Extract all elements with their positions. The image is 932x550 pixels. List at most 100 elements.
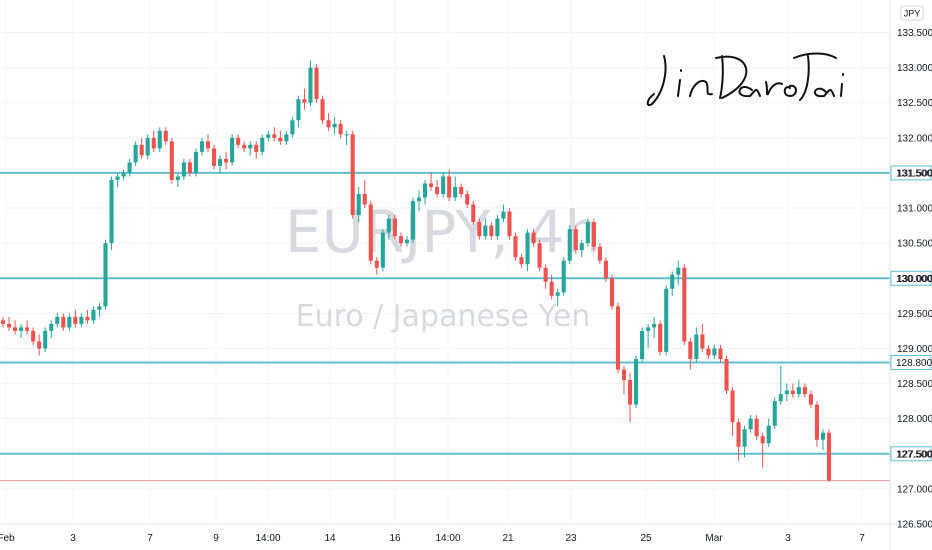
candle-body: [543, 267, 548, 282]
candle-body: [609, 278, 614, 307]
candle-body: [242, 144, 247, 149]
candle-body: [603, 260, 608, 279]
candle-body: [712, 348, 717, 356]
candle: [151, 130, 156, 152]
candle-body: [91, 309, 96, 321]
candle: [362, 179, 367, 209]
candle: [284, 130, 289, 145]
candle-body: [344, 134, 349, 136]
candle: [742, 425, 747, 458]
candle-body: [537, 243, 542, 268]
x-tick-label: 23: [565, 533, 577, 544]
candle-body: [19, 327, 24, 331]
candle-body: [260, 137, 265, 152]
candle-body: [579, 243, 584, 251]
candle-body: [742, 429, 747, 447]
x-tick-label: 3: [785, 533, 791, 544]
candle: [91, 306, 96, 324]
candle: [187, 158, 192, 177]
candle: [640, 327, 645, 363]
candle: [591, 218, 596, 251]
candle-body: [495, 218, 500, 237]
x-tick-label: 7: [147, 533, 153, 544]
candle-body: [615, 306, 621, 370]
candle-body: [658, 323, 663, 352]
candle-body: [73, 316, 78, 324]
candle: [121, 169, 126, 180]
candle-body: [272, 134, 277, 138]
level-label: 128.800: [896, 358, 932, 369]
candle: [814, 401, 819, 447]
candle: [67, 313, 72, 331]
candle: [242, 141, 247, 152]
candle: [519, 253, 524, 268]
candle: [772, 397, 777, 430]
candle: [103, 239, 108, 310]
candle: [85, 309, 90, 324]
x-tick-label: 21: [502, 533, 514, 544]
candle-body: [109, 179, 114, 244]
candle: [597, 243, 602, 265]
candle-body: [127, 162, 132, 173]
candle-body: [465, 194, 470, 205]
candle-body: [199, 141, 205, 152]
candle: [230, 134, 235, 166]
candle: [429, 172, 434, 191]
candle: [706, 344, 711, 359]
candle-body: [820, 432, 826, 440]
candle-body: [187, 162, 192, 173]
candle-body: [826, 432, 832, 481]
candle: [670, 271, 675, 296]
candle-body: [374, 260, 379, 268]
candle: [218, 155, 223, 173]
candle-body: [67, 316, 72, 328]
candle-body: [296, 99, 301, 121]
candle-body: [85, 316, 90, 321]
candle: [6, 316, 12, 331]
candle: [344, 130, 349, 145]
candle: [416, 190, 422, 212]
candle: [163, 127, 168, 145]
candle: [730, 387, 735, 437]
candle-body: [730, 390, 735, 423]
x-tick-label: 7: [859, 533, 865, 544]
candle-body: [525, 232, 530, 265]
candle-body: [254, 144, 259, 152]
candle: [808, 390, 813, 409]
candle: [205, 134, 211, 152]
candle: [302, 88, 307, 110]
x-tick-label: Feb: [0, 533, 15, 544]
candle-body: [236, 137, 241, 145]
candle: [459, 183, 464, 198]
candle-body: [139, 144, 144, 156]
candle-body: [61, 316, 66, 328]
candle-body: [585, 222, 590, 244]
candle-body: [652, 323, 657, 328]
candle: [278, 130, 283, 145]
y-tick-label: 130.500: [897, 239, 932, 250]
level-label-box: [890, 446, 932, 462]
candle-body: [248, 144, 253, 149]
candle: [477, 218, 482, 240]
candle-body: [808, 394, 813, 405]
currency-badge[interactable]: JPY: [900, 5, 924, 21]
price-axis[interactable]: 133.500 133.000 132.500 132.000 131.500 131.0…: [897, 28, 932, 530]
horizontal-levels[interactable]: 131.500 130.000 128.800 127.500: [0, 165, 932, 462]
candle-body: [368, 204, 373, 261]
candle-body: [736, 422, 741, 447]
candle-body: [519, 257, 524, 265]
candles: [0, 60, 832, 482]
candle-body: [103, 243, 108, 307]
candle-body: [37, 341, 42, 349]
candle-body: [115, 176, 120, 180]
candle: [736, 418, 741, 461]
candle: [483, 218, 488, 240]
y-tick-label: 127.500: [897, 449, 932, 460]
candle-body: [621, 369, 627, 381]
candle: [386, 215, 391, 240]
candle: [55, 313, 60, 328]
time-axis[interactable]: Feb 3 7 9 14:00 14 16 14:00 21 23 25 Mar 3 7: [0, 533, 865, 544]
candle: [441, 172, 446, 198]
candle-body: [682, 267, 687, 342]
